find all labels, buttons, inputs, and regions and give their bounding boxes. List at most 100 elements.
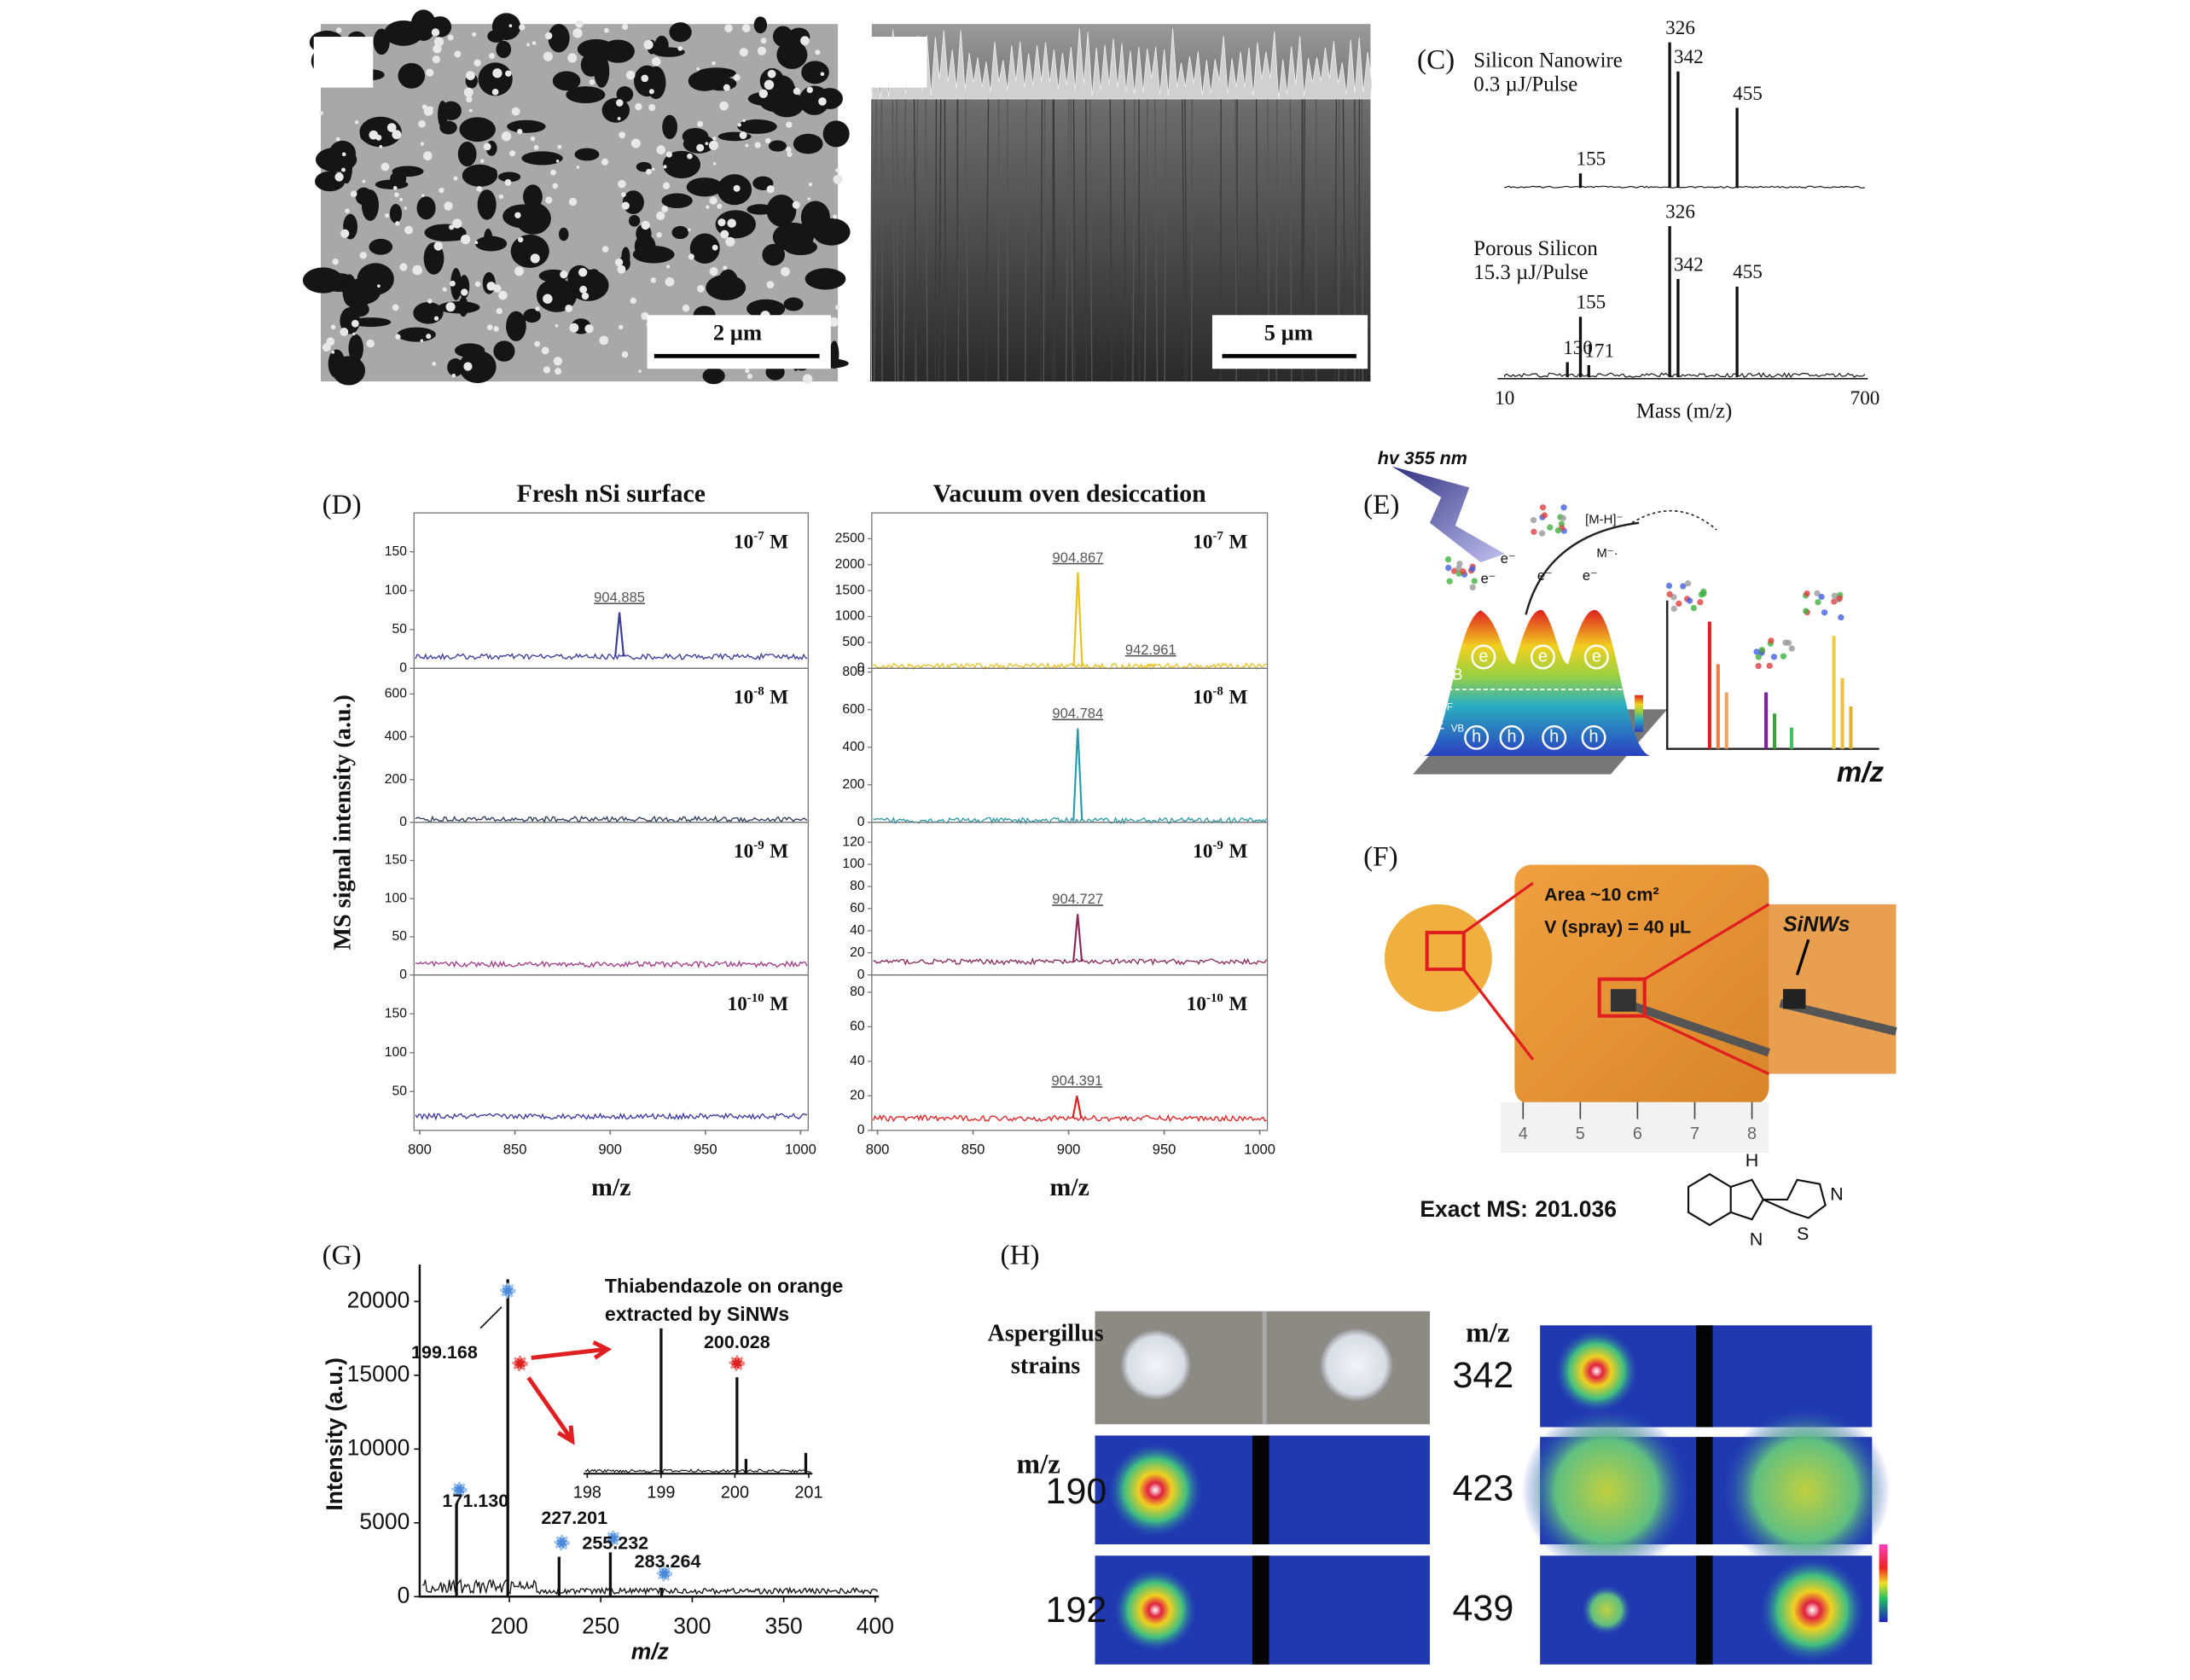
streak	[1144, 98, 1148, 382]
speckle	[433, 44, 442, 54]
y-axis-label: MS signal intensity (a.u.)	[330, 695, 357, 950]
speckle	[766, 185, 775, 194]
speckle	[786, 146, 792, 153]
pore	[776, 40, 808, 69]
peak-label: 942.961	[1125, 642, 1176, 658]
pore	[737, 119, 777, 134]
hole	[1499, 724, 1525, 750]
y-tick-label: 40	[850, 1054, 865, 1068]
pore	[566, 86, 606, 104]
speckle	[362, 179, 366, 183]
mz-header: m/z	[1466, 1317, 1509, 1349]
speckle	[656, 211, 665, 221]
molecule-atom	[1469, 566, 1476, 573]
electron	[1583, 644, 1609, 670]
speckle	[757, 46, 767, 55]
peak	[614, 612, 625, 657]
speckle	[793, 87, 801, 96]
molecule-atom	[1456, 560, 1463, 567]
conc-unit: M	[770, 687, 788, 709]
y-tick-label: 600	[842, 702, 864, 717]
speckle	[696, 67, 700, 71]
y-tick-label: 400	[385, 730, 407, 744]
speckle	[526, 43, 530, 47]
band-label: E	[1434, 715, 1444, 732]
molecule-atom	[1753, 648, 1760, 655]
molecule-atom	[1815, 599, 1821, 606]
speckle	[355, 120, 359, 125]
pore	[632, 245, 675, 264]
speckle	[758, 89, 768, 98]
pore	[671, 225, 689, 240]
speckle	[648, 103, 656, 112]
pore	[491, 13, 521, 40]
speckle	[745, 143, 749, 148]
speckle	[739, 131, 747, 139]
noise-trace	[873, 662, 1267, 671]
x-tick-label: 1000	[1244, 1141, 1275, 1157]
molecule-atom	[1758, 647, 1765, 654]
concentration: 10-9 M	[734, 840, 788, 863]
pore	[793, 133, 823, 154]
label-bg	[864, 37, 927, 88]
molecule-atom	[1686, 597, 1693, 604]
pore	[507, 119, 546, 133]
streak	[1109, 98, 1112, 382]
speckle	[579, 285, 588, 294]
speckle	[589, 79, 595, 85]
speckle	[331, 350, 335, 354]
speckle	[792, 201, 800, 209]
pore	[328, 349, 346, 379]
speckle	[638, 369, 642, 373]
speckle	[641, 311, 649, 321]
pore	[783, 239, 817, 256]
peak	[1072, 572, 1083, 666]
gap	[1696, 1437, 1713, 1545]
nanowire-tips	[871, 28, 1373, 100]
speckle	[514, 212, 521, 218]
ion-hotspot	[1581, 1584, 1632, 1636]
ion-hotspot	[1758, 1556, 1867, 1664]
speckle	[560, 270, 568, 279]
pore	[523, 308, 541, 323]
y-tick-label: 1000	[835, 609, 865, 624]
x-tick-label: 201	[794, 1484, 822, 1503]
electron-text: e⁻	[1583, 567, 1598, 584]
speckle	[733, 73, 741, 81]
pore	[342, 274, 357, 306]
band-label: E	[1434, 695, 1444, 712]
y-tick-label: 10000	[347, 1434, 410, 1460]
concentration: 10-7 M	[734, 530, 788, 554]
highlight	[1597, 977, 1647, 1018]
speckle	[492, 68, 502, 78]
molecule-atom	[1831, 592, 1839, 599]
marker	[451, 1481, 468, 1497]
molecule-atom	[1460, 568, 1467, 575]
streak	[1164, 98, 1167, 382]
speckle	[508, 24, 513, 28]
zoom-line	[1643, 903, 1770, 981]
y-tick-label: 120	[842, 834, 864, 849]
pore	[798, 225, 839, 238]
peak-label: 904.391	[1051, 1073, 1102, 1089]
exact-ms-value: 201.036	[1535, 1196, 1617, 1222]
peak-label: 255.232	[582, 1533, 648, 1554]
streak	[1043, 98, 1046, 382]
gap	[1696, 1555, 1713, 1665]
molecule-atom	[1838, 613, 1844, 621]
pore	[805, 268, 846, 290]
speckle	[319, 111, 323, 115]
panel-label: (G)	[322, 1239, 362, 1270]
speckle	[517, 236, 524, 243]
mz-value: 342	[1452, 1355, 1513, 1396]
pore	[496, 40, 512, 59]
speckle	[833, 174, 843, 184]
marker	[605, 1530, 621, 1546]
speckle	[705, 142, 709, 146]
x-tick-label: 198	[573, 1484, 601, 1503]
conc-unit: M	[1229, 687, 1247, 709]
pore	[459, 350, 497, 384]
streak	[892, 98, 897, 382]
speckle	[787, 151, 793, 157]
speckle	[764, 137, 771, 144]
